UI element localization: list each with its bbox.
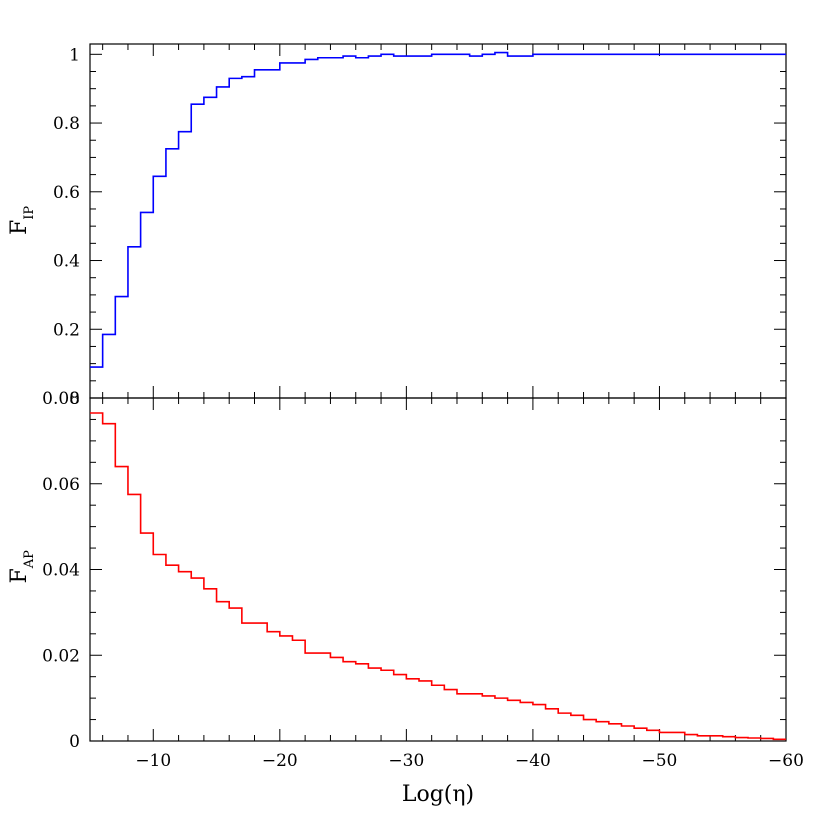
bottom-plot-frame	[89, 397, 787, 742]
top-y-tick-label: 0.2	[53, 320, 80, 340]
bottom-y-tick-label: 0.02	[42, 646, 80, 666]
top-y-tick-label: 0	[69, 389, 80, 409]
bottom-y-tick-label: 0.06	[42, 475, 80, 495]
x-tick-label: −50	[642, 751, 678, 771]
x-tick-label: −40	[515, 751, 551, 771]
bottom-y-tick-label: 0	[69, 732, 80, 752]
x-tick-label: −10	[135, 751, 171, 771]
top-series-line	[90, 51, 786, 368]
x-tick-label: −30	[388, 751, 424, 771]
top-y-tick-label: 0.8	[53, 114, 80, 134]
panel-top: 0 0.2 0.4 0.6 0.8 1 FIP	[7, 43, 787, 409]
bottom-series-line	[90, 412, 786, 741]
top-y-tick-label: 1	[69, 45, 80, 65]
x-tick-label: −60	[768, 751, 804, 771]
x-axis-title: Log(η)	[402, 782, 474, 807]
bottom-y-tick-label: 0.08	[42, 389, 80, 409]
top-y-axis-title: FIP	[7, 206, 37, 235]
bottom-y-tick-label: 0.04	[42, 561, 80, 581]
bottom-y-axis-title: FAP	[7, 550, 37, 584]
top-y-tick-label: 0.6	[53, 183, 80, 203]
top-plot-frame	[89, 43, 787, 399]
x-tick-label: −20	[262, 751, 298, 771]
panel-bottom: 0 0.02 0.04 0.06 0.08 −10 −20 −30 −40 −50 −60 Log(η…	[7, 389, 804, 807]
top-y-tick-label: 0.4	[53, 252, 80, 272]
